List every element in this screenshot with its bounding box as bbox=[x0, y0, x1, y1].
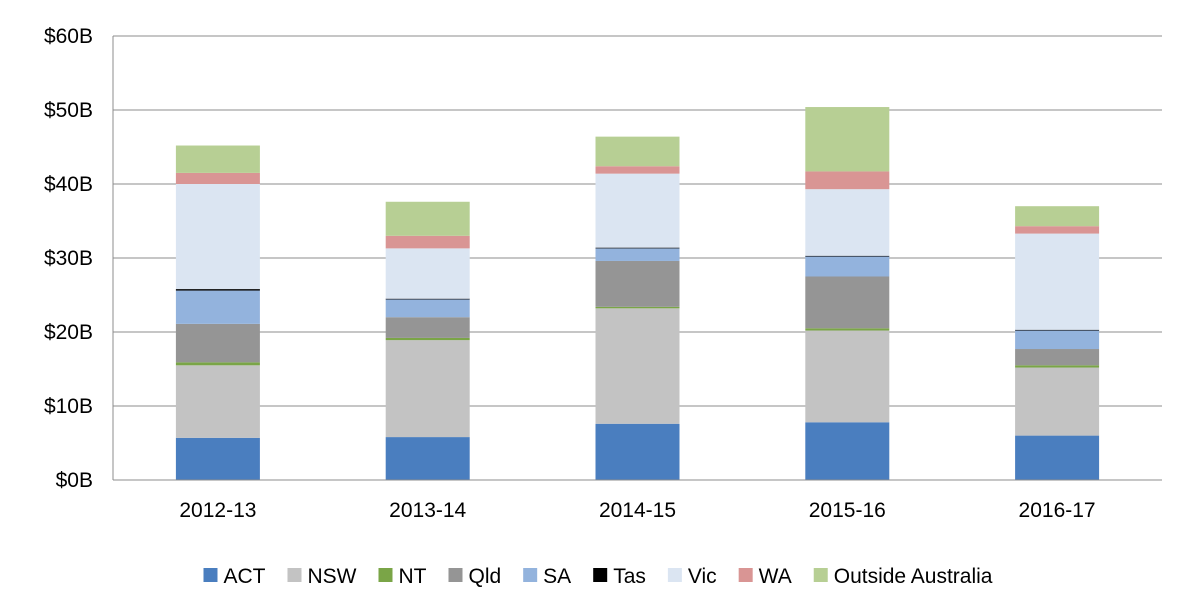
bar-segment bbox=[1015, 330, 1100, 350]
bar-segment bbox=[385, 201, 470, 236]
bar-segment bbox=[175, 145, 260, 173]
bar-segment bbox=[805, 422, 890, 480]
bar-segment bbox=[595, 423, 680, 480]
bar-segment bbox=[385, 248, 470, 299]
bar-segment bbox=[1015, 349, 1100, 366]
bar-segment bbox=[1015, 233, 1100, 330]
bar-segment bbox=[805, 328, 890, 331]
x-tick-label: 2013-14 bbox=[389, 499, 466, 522]
bar-segment bbox=[385, 235, 470, 249]
bar-segment bbox=[175, 172, 260, 184]
y-tick-label: $0B bbox=[56, 469, 93, 492]
bar-segment bbox=[385, 337, 470, 341]
y-tick-label: $30B bbox=[44, 247, 93, 270]
bar-segment bbox=[1015, 206, 1100, 227]
bar-segment bbox=[595, 136, 680, 167]
bar-segment bbox=[805, 255, 890, 257]
bar-segment bbox=[595, 173, 680, 248]
legend-swatch bbox=[203, 568, 218, 582]
y-tick-label: $10B bbox=[44, 395, 93, 418]
legend-label: NT bbox=[398, 565, 426, 588]
bar-segment bbox=[595, 308, 680, 424]
y-tick-label: $20B bbox=[44, 321, 93, 344]
legend-swatch bbox=[523, 568, 538, 582]
legend-swatch bbox=[378, 568, 393, 582]
x-tick-label: 2014-15 bbox=[599, 499, 676, 522]
legend-swatch bbox=[813, 568, 828, 582]
bar-segment bbox=[805, 171, 890, 190]
bar-segment bbox=[175, 289, 260, 291]
bar-segment bbox=[595, 260, 680, 307]
bar-segment bbox=[385, 437, 470, 480]
bar-segment bbox=[805, 107, 890, 172]
legend-label: SA bbox=[543, 565, 571, 588]
legend-label: NSW bbox=[307, 565, 356, 588]
bar-segment bbox=[175, 365, 260, 438]
legend-swatch bbox=[738, 568, 753, 582]
bar-segment bbox=[595, 247, 680, 249]
bar-segment bbox=[175, 437, 260, 480]
bar-segment bbox=[1015, 367, 1100, 436]
bar-segment bbox=[1015, 365, 1100, 368]
y-tick-label: $50B bbox=[44, 99, 93, 122]
bar-segment bbox=[595, 306, 680, 309]
bar-segment bbox=[1015, 226, 1100, 234]
x-axis-tick-labels: 2012-13 2013-14 2014-15 2015-16 2016-17 bbox=[179, 499, 1095, 522]
bar-segment bbox=[385, 317, 470, 338]
bar-segment bbox=[595, 166, 680, 174]
legend-label: Tas bbox=[613, 565, 646, 588]
bar-segment bbox=[175, 290, 260, 324]
bar-segment bbox=[385, 298, 470, 300]
bar-segment bbox=[175, 323, 260, 363]
bar-segment bbox=[805, 189, 890, 256]
bar-segment bbox=[175, 362, 260, 366]
axes bbox=[112, 36, 1162, 481]
x-tick-label: 2012-13 bbox=[179, 499, 256, 522]
x-tick-label: 2015-16 bbox=[809, 499, 886, 522]
bar-segment bbox=[385, 340, 470, 438]
legend-swatch bbox=[448, 568, 463, 582]
bars bbox=[175, 107, 1100, 480]
legend-swatch bbox=[593, 568, 608, 582]
legend-label: Outside Australia bbox=[834, 565, 993, 588]
y-tick-label: $40B bbox=[44, 173, 93, 196]
bar-segment bbox=[805, 276, 890, 329]
legend-swatch bbox=[667, 568, 682, 582]
legend: ACT NSW NT Qld SA Tas Vic WA Outside Australia bbox=[203, 565, 993, 588]
legend-label: Vic bbox=[688, 565, 717, 588]
bar-segment bbox=[175, 184, 260, 290]
bar-segment bbox=[1015, 329, 1100, 331]
bar-segment bbox=[1015, 435, 1100, 480]
x-tick-label: 2016-17 bbox=[1019, 499, 1096, 522]
legend-label: Qld bbox=[468, 565, 501, 588]
y-tick-label: $60B bbox=[44, 25, 93, 48]
legend-swatch bbox=[287, 568, 302, 582]
bar-segment bbox=[595, 248, 680, 261]
bar-segment bbox=[805, 256, 890, 277]
legend-label: ACT bbox=[223, 565, 265, 588]
y-axis-tick-labels: $0B $10B $20B $30B $40B $50B $60B bbox=[44, 25, 93, 492]
legend-label: WA bbox=[759, 565, 792, 588]
bar-segment bbox=[805, 330, 890, 423]
bar-segment bbox=[385, 299, 470, 318]
